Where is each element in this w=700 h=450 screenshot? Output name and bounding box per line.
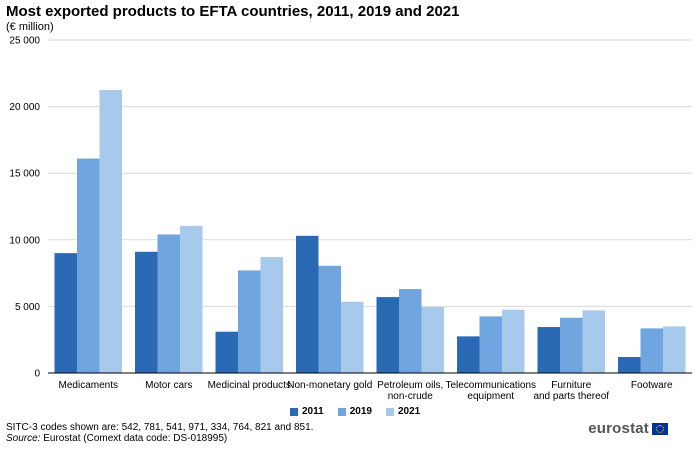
y-tick-label: 5 000 [15,302,40,313]
eurostat-logo[interactable]: eurostat [588,420,668,437]
y-axis-ticks: 0 5 000 10 000 15 000 20 000 25 000 [9,36,40,380]
bar-2019[interactable] [77,158,100,373]
bar-2021[interactable] [341,301,364,373]
legend-swatch-2019 [337,407,346,416]
legend-swatch-2011 [290,407,298,416]
bar-2021[interactable] [663,326,686,373]
y-tick-label: 25 000 [9,36,40,47]
source-line: Source: Eurostat (Comext data code: DS-0… [6,433,227,444]
bar-2021[interactable] [180,225,203,373]
chart-title: Most exported products to EFTA countries… [6,3,460,20]
chart-subtitle: (€ million) [6,21,54,33]
bar-2011[interactable] [296,235,319,373]
source-text: Eurostat (Comext data code: DS-018995) [40,433,228,444]
bar-2021[interactable] [582,310,606,373]
x-axis-labels: Medicaments Motor cars Medicinal productsN… [59,380,674,402]
bar-2021[interactable] [502,309,525,373]
bar-2019[interactable] [238,270,261,373]
x-tick-label: Non-monetary gold [287,380,372,391]
source-label: Source: [6,433,41,444]
bar-2011[interactable] [618,357,641,373]
eu-flag-icon [652,422,668,435]
y-tick-label: 0 [34,369,40,380]
bar-2011[interactable] [537,327,561,373]
x-tick-label: Telecommunications [445,380,536,391]
bar-2019[interactable] [157,234,181,373]
legend-label-2021: 2021 [397,406,421,417]
bar-2019[interactable] [640,328,664,373]
bar-2011[interactable] [54,253,78,373]
x-tick-label: Footware [631,380,673,391]
legend-item-2019[interactable]: 2019 [337,406,372,417]
bar-2019[interactable] [318,265,342,373]
bar-2019[interactable] [399,289,422,373]
x-tick-label: non-crude [388,391,433,402]
gridlines [48,39,692,307]
bar-2011[interactable] [215,331,239,373]
x-tick-label: Motor cars [145,380,192,391]
x-tick-label: Petroleum oils, [377,380,443,391]
bar-2011[interactable] [376,297,400,373]
logo-text: eurostat [588,420,649,437]
bar-2021[interactable] [99,89,123,373]
bar-2019[interactable] [560,317,583,373]
footnote: SITC-3 codes shown are: 542, 781, 541, 9… [6,422,314,433]
legend-label-2011: 2011 [302,406,324,417]
bar-2011[interactable] [135,251,158,373]
x-tick-label: equipment [467,391,514,402]
legend-swatch-2021 [385,407,394,416]
legend: 2011 2019 2021 [290,406,420,417]
x-tick-label: Medicinal products [208,380,291,391]
bar-2021[interactable] [421,307,445,373]
bar-2021[interactable] [260,257,284,373]
bar-2019[interactable] [479,316,503,373]
y-tick-label: 10 000 [9,235,40,246]
x-tick-label: and parts thereof [533,391,609,402]
legend-item-2011[interactable]: 2011 [290,406,324,417]
bar-2011[interactable] [457,336,480,373]
x-tick-label: Medicaments [59,380,118,391]
y-tick-label: 15 000 [9,169,40,180]
legend-item-2021[interactable]: 2021 [385,406,421,417]
bars [54,89,686,373]
y-tick-label: 20 000 [9,102,40,113]
legend-label-2019: 2019 [349,406,372,417]
x-tick-label: Furniture [551,380,591,391]
